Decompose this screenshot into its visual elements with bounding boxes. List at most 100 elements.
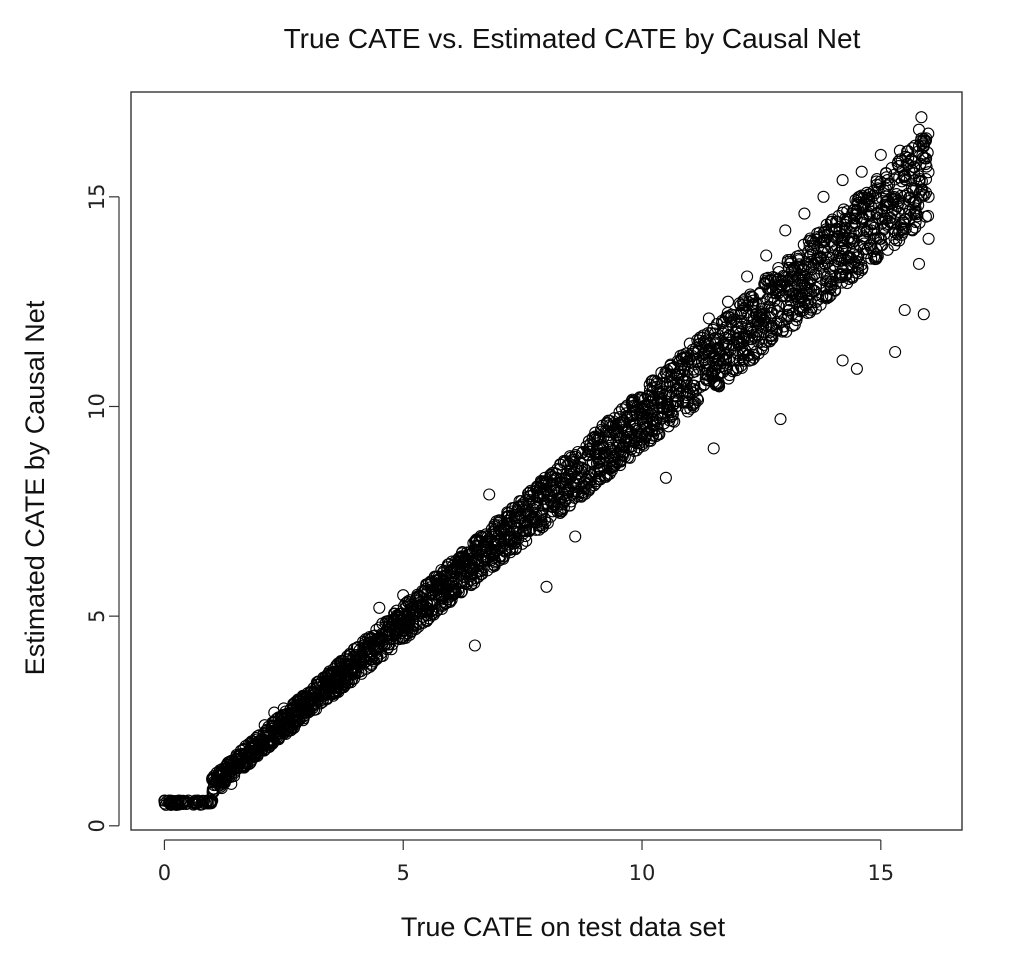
cloud-point xyxy=(878,212,891,225)
cloud-point xyxy=(600,449,613,462)
cloud-point xyxy=(330,660,343,673)
cloud-point xyxy=(413,590,427,603)
data-point xyxy=(473,534,486,547)
cloud-point xyxy=(790,290,803,303)
cloud-point xyxy=(694,331,707,344)
cloud-point xyxy=(916,188,929,201)
cloud-point xyxy=(613,418,627,431)
data-point xyxy=(693,362,706,375)
cloud-point xyxy=(793,249,806,262)
cloud-point xyxy=(554,505,567,518)
cloud-point xyxy=(421,609,434,622)
data-point xyxy=(559,480,572,493)
data-point xyxy=(855,165,868,178)
data-point xyxy=(387,614,400,627)
cloud-point xyxy=(719,331,732,344)
cloud-point xyxy=(920,152,933,165)
data-point xyxy=(616,429,629,442)
cloud-point xyxy=(625,442,638,456)
cloud-point xyxy=(341,665,354,679)
cloud-point xyxy=(856,262,869,275)
cloud-point xyxy=(725,308,738,321)
data-point xyxy=(707,442,720,455)
cloud-point xyxy=(735,304,748,317)
cloud-point xyxy=(745,333,758,346)
data-point xyxy=(674,379,687,392)
cloud-point xyxy=(679,402,692,415)
data-point xyxy=(378,639,391,652)
cloud-point xyxy=(782,261,795,274)
cloud-point xyxy=(545,469,558,482)
cloud-point xyxy=(299,692,313,706)
cloud-point xyxy=(677,363,691,376)
cloud-point xyxy=(847,248,860,261)
cloud-point xyxy=(689,384,702,397)
data-point xyxy=(836,354,849,367)
cloud-point xyxy=(650,375,663,388)
cloud-point xyxy=(561,459,574,472)
data-point xyxy=(721,295,735,308)
cloud-point xyxy=(796,304,809,317)
cloud-point xyxy=(727,363,740,376)
cloud-point xyxy=(833,249,846,262)
cloud-point xyxy=(527,502,540,516)
data-point xyxy=(917,140,930,153)
data-point xyxy=(263,735,276,748)
cloud-point xyxy=(800,257,814,270)
cloud-point xyxy=(248,739,262,752)
cloud-point xyxy=(811,227,824,240)
data-point xyxy=(655,396,668,409)
cloud-point xyxy=(765,319,778,332)
cloud-point xyxy=(435,593,448,606)
cloud-point xyxy=(379,626,392,639)
cloud-point xyxy=(668,397,682,410)
cloud-point xyxy=(902,158,915,171)
cloud-point xyxy=(710,317,723,331)
cloud-point xyxy=(839,225,852,238)
x-axis-label: True CATE on test data set xyxy=(401,912,726,942)
cloud-point xyxy=(434,583,448,596)
cloud-point xyxy=(594,423,608,436)
cloud-point xyxy=(592,455,605,468)
cloud-point xyxy=(262,740,275,753)
cloud-point xyxy=(734,299,747,312)
y-tick-label: 5 xyxy=(85,609,109,622)
data-point xyxy=(569,530,582,543)
cloud-point xyxy=(790,314,803,327)
cloud-point xyxy=(913,216,926,229)
data-point xyxy=(483,547,496,560)
cloud-point xyxy=(503,543,516,556)
cloud-point xyxy=(922,166,935,179)
cloud-point xyxy=(760,319,773,332)
cloud-point xyxy=(522,524,535,537)
data-point xyxy=(635,413,649,426)
data-point xyxy=(865,224,878,237)
cloud-point xyxy=(723,351,737,364)
cloud-point xyxy=(763,335,776,348)
cloud-point xyxy=(677,394,690,408)
x-tick-label: 5 xyxy=(397,861,410,885)
cloud-point xyxy=(455,585,468,598)
data-points xyxy=(158,111,935,811)
cloud-point xyxy=(757,307,770,320)
cloud-point xyxy=(385,643,398,656)
cloud-point xyxy=(494,524,507,537)
cloud-point xyxy=(757,343,770,356)
cloud-point xyxy=(906,224,919,237)
data-point xyxy=(158,794,171,807)
cloud-point xyxy=(776,325,789,338)
data-point xyxy=(397,614,410,627)
cloud-point xyxy=(230,760,243,773)
cloud-point xyxy=(898,168,911,181)
cloud-point xyxy=(735,317,748,330)
cloud-point xyxy=(379,617,392,630)
cloud-point xyxy=(572,490,585,503)
cloud-point xyxy=(807,247,820,261)
cloud-point xyxy=(637,408,650,421)
cloud-point xyxy=(753,287,766,301)
cloud-point xyxy=(505,505,518,518)
cloud-point xyxy=(783,303,796,316)
cloud-point xyxy=(880,190,893,203)
data-point xyxy=(468,639,481,652)
cloud-point xyxy=(829,284,842,297)
